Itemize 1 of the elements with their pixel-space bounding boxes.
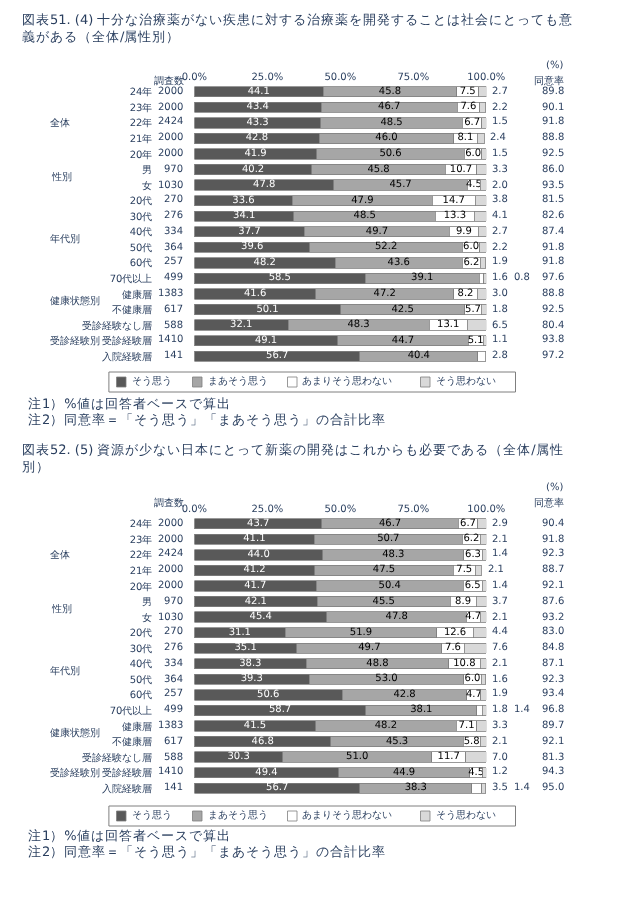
bar xyxy=(481,704,487,716)
